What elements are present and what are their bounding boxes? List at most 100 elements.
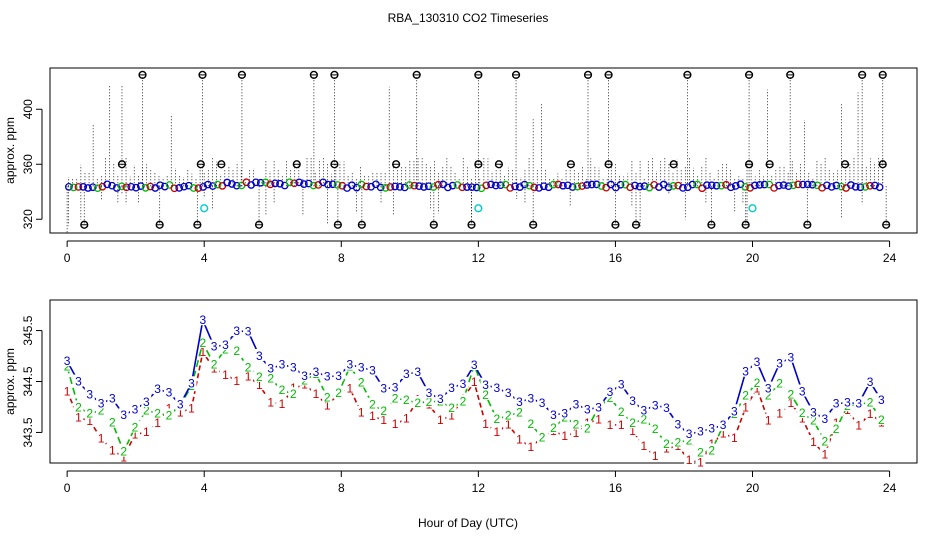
series-2-marker-bg <box>751 375 762 388</box>
series-1-marker-bg <box>774 406 785 419</box>
series-3-marker-bg <box>231 324 242 337</box>
series-2-marker-bg <box>333 386 344 399</box>
outlier-point <box>309 70 318 79</box>
series-3-marker: 3 <box>347 358 354 372</box>
top-y-axis: 320 360 400 <box>21 99 43 229</box>
data-point <box>717 181 726 190</box>
series-1-marker-bg <box>480 417 491 430</box>
data-point <box>482 181 491 190</box>
bottom-y-axis: 343.5 344.5 345.5 <box>21 315 43 447</box>
series-1-marker-bg <box>525 440 536 453</box>
series-3-marker-bg <box>356 360 367 373</box>
series-3-marker: 3 <box>686 427 693 441</box>
series-3-marker: 3 <box>505 386 512 400</box>
data-point <box>391 182 399 191</box>
outlier-point <box>604 160 613 169</box>
data-point <box>808 180 817 189</box>
series-2-marker-bg <box>322 390 333 403</box>
data-point <box>563 181 572 190</box>
series-2-marker-bg <box>390 391 401 404</box>
data-point <box>549 180 558 189</box>
series-1-marker-bg <box>435 413 446 426</box>
outlier-point <box>412 70 421 79</box>
data-point <box>228 180 236 188</box>
series-3-marker-bg <box>819 412 830 425</box>
series-2-marker-bg <box>650 422 661 435</box>
series-1-marker: 1 <box>380 413 387 427</box>
data-point <box>256 178 265 187</box>
series-3-marker: 3 <box>426 386 433 400</box>
series-3-marker: 3 <box>98 396 105 410</box>
series-2-marker-bg <box>163 408 174 421</box>
series-2-marker-bg <box>774 376 785 389</box>
series-3-marker-bg <box>265 361 276 374</box>
data-point <box>84 184 92 192</box>
data-point <box>127 182 136 191</box>
series-1-marker-bg <box>276 396 287 409</box>
series-1-marker: 1 <box>448 408 455 422</box>
series-1-marker: 1 <box>629 424 636 438</box>
outlier-point <box>198 70 207 79</box>
series-3-marker: 3 <box>460 377 467 391</box>
series-2-marker-bg <box>141 403 152 416</box>
series-3-marker: 3 <box>403 367 410 381</box>
top-y-tick-label: 320 <box>21 209 35 229</box>
outlier-point <box>858 70 867 79</box>
series-3-marker-bg <box>672 417 683 430</box>
data-point <box>309 181 318 190</box>
outlier-point <box>786 70 795 79</box>
series-3-marker: 3 <box>742 365 749 379</box>
data-point <box>103 180 112 189</box>
series-1-marker: 1 <box>143 425 150 439</box>
data-point <box>587 180 596 189</box>
series-3-marker: 3 <box>437 392 444 406</box>
series-3-marker: 3 <box>211 340 218 354</box>
series-1-marker-bg <box>197 345 208 358</box>
series-2-marker: 2 <box>256 370 263 384</box>
series-2-marker: 2 <box>505 409 512 423</box>
outlier-point <box>494 160 504 169</box>
series-2-marker: 2 <box>143 404 150 418</box>
series-2-marker: 2 <box>494 412 501 426</box>
data-point <box>170 184 179 193</box>
data-point <box>664 183 673 192</box>
series-1-marker: 1 <box>595 412 602 426</box>
series-2-marker-bg <box>638 412 649 425</box>
series-2-marker-bg <box>672 435 683 448</box>
outlier-point <box>357 220 366 229</box>
series-1-marker-bg <box>401 411 412 424</box>
outlier-point <box>292 160 301 169</box>
series-1-marker-bg <box>73 410 84 423</box>
series-1-marker-bg <box>322 398 333 411</box>
series-3-marker: 3 <box>414 365 421 379</box>
series-3-marker-bg <box>129 402 140 415</box>
outlier-point <box>882 220 891 229</box>
series-2-marker-bg <box>457 394 468 407</box>
series-3-marker: 3 <box>380 382 387 396</box>
series-3-marker-bg <box>401 367 412 380</box>
series-2-marker-bg <box>706 443 717 456</box>
series-2-marker: 2 <box>686 433 693 447</box>
series-1-marker: 1 <box>731 431 738 445</box>
bottom-y-tick-label: 345.5 <box>21 315 35 345</box>
series-1-marker: 1 <box>177 405 184 419</box>
outlier-point <box>583 70 593 79</box>
series-3-marker: 3 <box>199 313 206 327</box>
series-3-marker-bg <box>333 369 344 382</box>
series-1-marker: 1 <box>776 407 783 421</box>
series-2-marker-bg <box>84 406 95 419</box>
data-point <box>506 184 515 192</box>
series-3-marker-bg <box>876 393 887 406</box>
series-3-marker-bg <box>842 395 853 408</box>
data-point <box>631 181 639 190</box>
data-point <box>112 184 121 192</box>
dotted-spikes <box>66 74 887 233</box>
series-3-marker-bg <box>661 400 672 413</box>
series-2-marker-bg <box>548 421 559 434</box>
outlier-point <box>196 160 205 169</box>
cyan-point <box>200 204 209 213</box>
series-1-marker-bg <box>152 416 163 429</box>
bottom-x-tick-label: 4 <box>201 481 208 495</box>
data-point <box>741 183 750 191</box>
